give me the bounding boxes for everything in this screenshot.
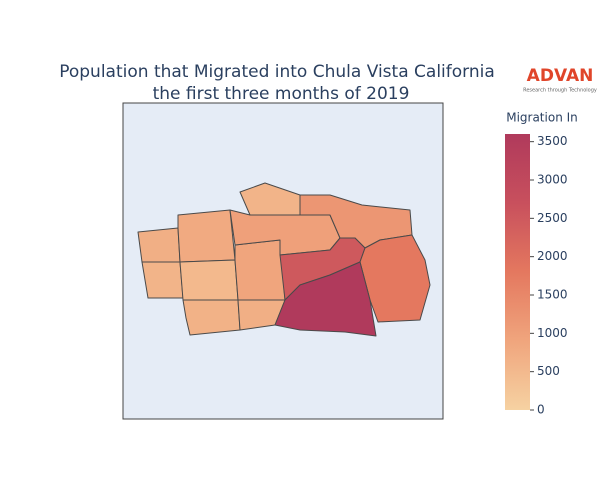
colorbar-tick-label: 1000	[537, 326, 568, 340]
colorbar-tick-label: 2000	[537, 249, 568, 263]
region	[182, 299, 241, 336]
region	[234, 239, 286, 301]
logo: ADVAN	[527, 66, 594, 86]
colorbar-tick-label: 1500	[537, 288, 568, 302]
region	[177, 209, 236, 263]
colorbar-tick-label: 0	[537, 403, 545, 417]
region	[179, 259, 239, 301]
region	[359, 234, 431, 323]
colorbar	[505, 134, 530, 410]
chart-title: the first three months of 2019	[153, 84, 410, 104]
colorbar-tick-label: 500	[537, 364, 560, 378]
region	[137, 227, 181, 263]
colorbar-tick-label: 3000	[537, 173, 568, 187]
logo-tagline: Research through Technology	[523, 88, 597, 94]
chart-title: Population that Migrated into Chula Vist…	[59, 62, 495, 82]
colorbar-tick-label: 3500	[537, 134, 568, 148]
region	[274, 261, 377, 337]
colorbar-tick-label: 2500	[537, 211, 568, 225]
colorbar-title: Migration In	[506, 111, 578, 125]
map	[137, 182, 431, 337]
region	[141, 261, 184, 299]
